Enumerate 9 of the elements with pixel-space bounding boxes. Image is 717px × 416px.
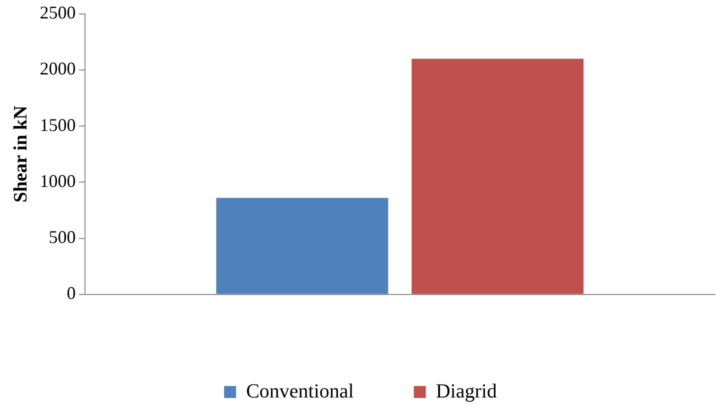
- y-axis-title: Shear in kN: [10, 105, 32, 202]
- y-tick-label: 2000: [40, 58, 76, 79]
- y-tick-label: 0: [66, 283, 76, 304]
- legend-label: Diagrid: [436, 380, 497, 402]
- y-tick-label: 2500: [40, 2, 76, 23]
- y-tick-label: 1000: [40, 170, 76, 191]
- y-tick-label: 1500: [40, 114, 76, 135]
- legend-label: Conventional: [246, 380, 354, 402]
- y-tick-label: 500: [48, 227, 76, 248]
